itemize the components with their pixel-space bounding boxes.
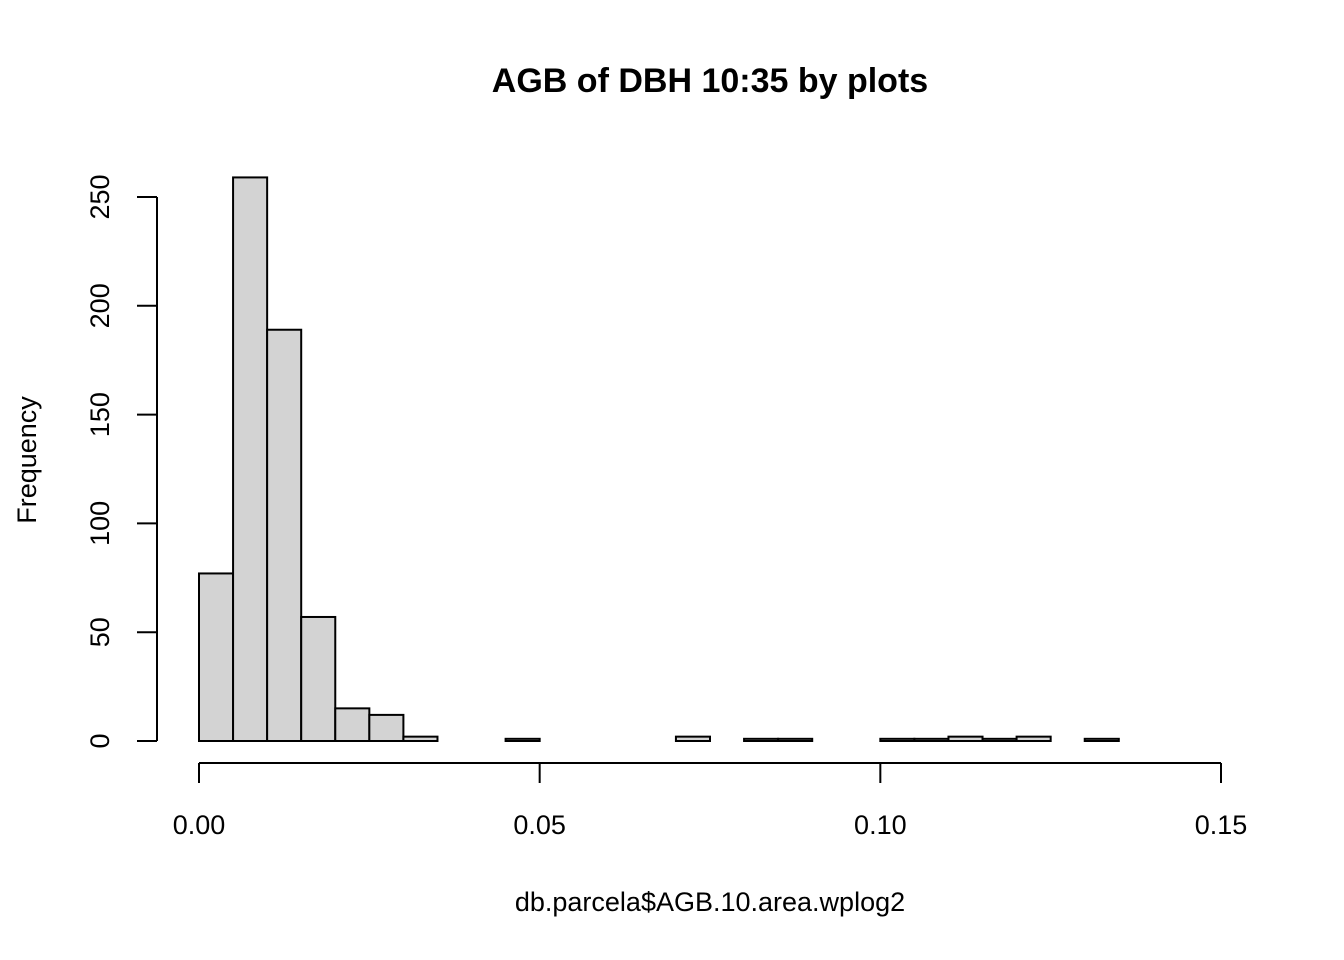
x-tick-label: 0.15 <box>1195 810 1248 840</box>
histogram-bar <box>266 328 303 742</box>
histogram-bar <box>879 737 916 743</box>
y-axis-label: Frequency <box>12 396 42 524</box>
histogram-bar <box>947 735 984 743</box>
histogram-bar <box>300 615 337 742</box>
histogram-bar <box>504 737 541 743</box>
y-tick-label: 50 <box>85 617 115 647</box>
chart-title: AGB of DBH 10:35 by plots <box>492 62 928 100</box>
histogram-bar <box>913 737 950 743</box>
y-tick-label: 200 <box>85 283 115 328</box>
x-tick-label: 0.10 <box>854 810 907 840</box>
histogram-bar <box>674 735 711 743</box>
bars-group <box>198 176 1120 743</box>
y-tick-label: 250 <box>85 174 115 219</box>
x-tick-label: 0.00 <box>173 810 226 840</box>
histogram-bar <box>1083 737 1120 743</box>
histogram-bar <box>777 737 814 743</box>
y-tick-label: 150 <box>85 392 115 437</box>
histogram-bar <box>334 707 371 742</box>
x-axis-label: db.parcela$AGB.10.area.wplog2 <box>515 887 905 917</box>
y-ticks: 0 50 100 150 200 250 <box>85 174 157 749</box>
y-tick-label: 100 <box>85 501 115 546</box>
x-ticks: 0.00 0.05 0.10 0.15 <box>173 763 1248 840</box>
histogram-bar <box>402 735 439 743</box>
histogram-bar <box>368 713 405 743</box>
y-tick-label: 0 <box>85 733 115 748</box>
histogram-bar <box>232 176 269 743</box>
histogram-bar <box>981 737 1018 743</box>
histogram-bar <box>1015 735 1052 743</box>
y-axis: 0 50 100 150 200 250 <box>85 174 158 749</box>
histogram-bar <box>198 572 235 743</box>
x-axis: 0.00 0.05 0.10 0.15 <box>173 762 1248 840</box>
x-tick-label: 0.05 <box>513 810 566 840</box>
histogram-bar <box>743 737 780 743</box>
